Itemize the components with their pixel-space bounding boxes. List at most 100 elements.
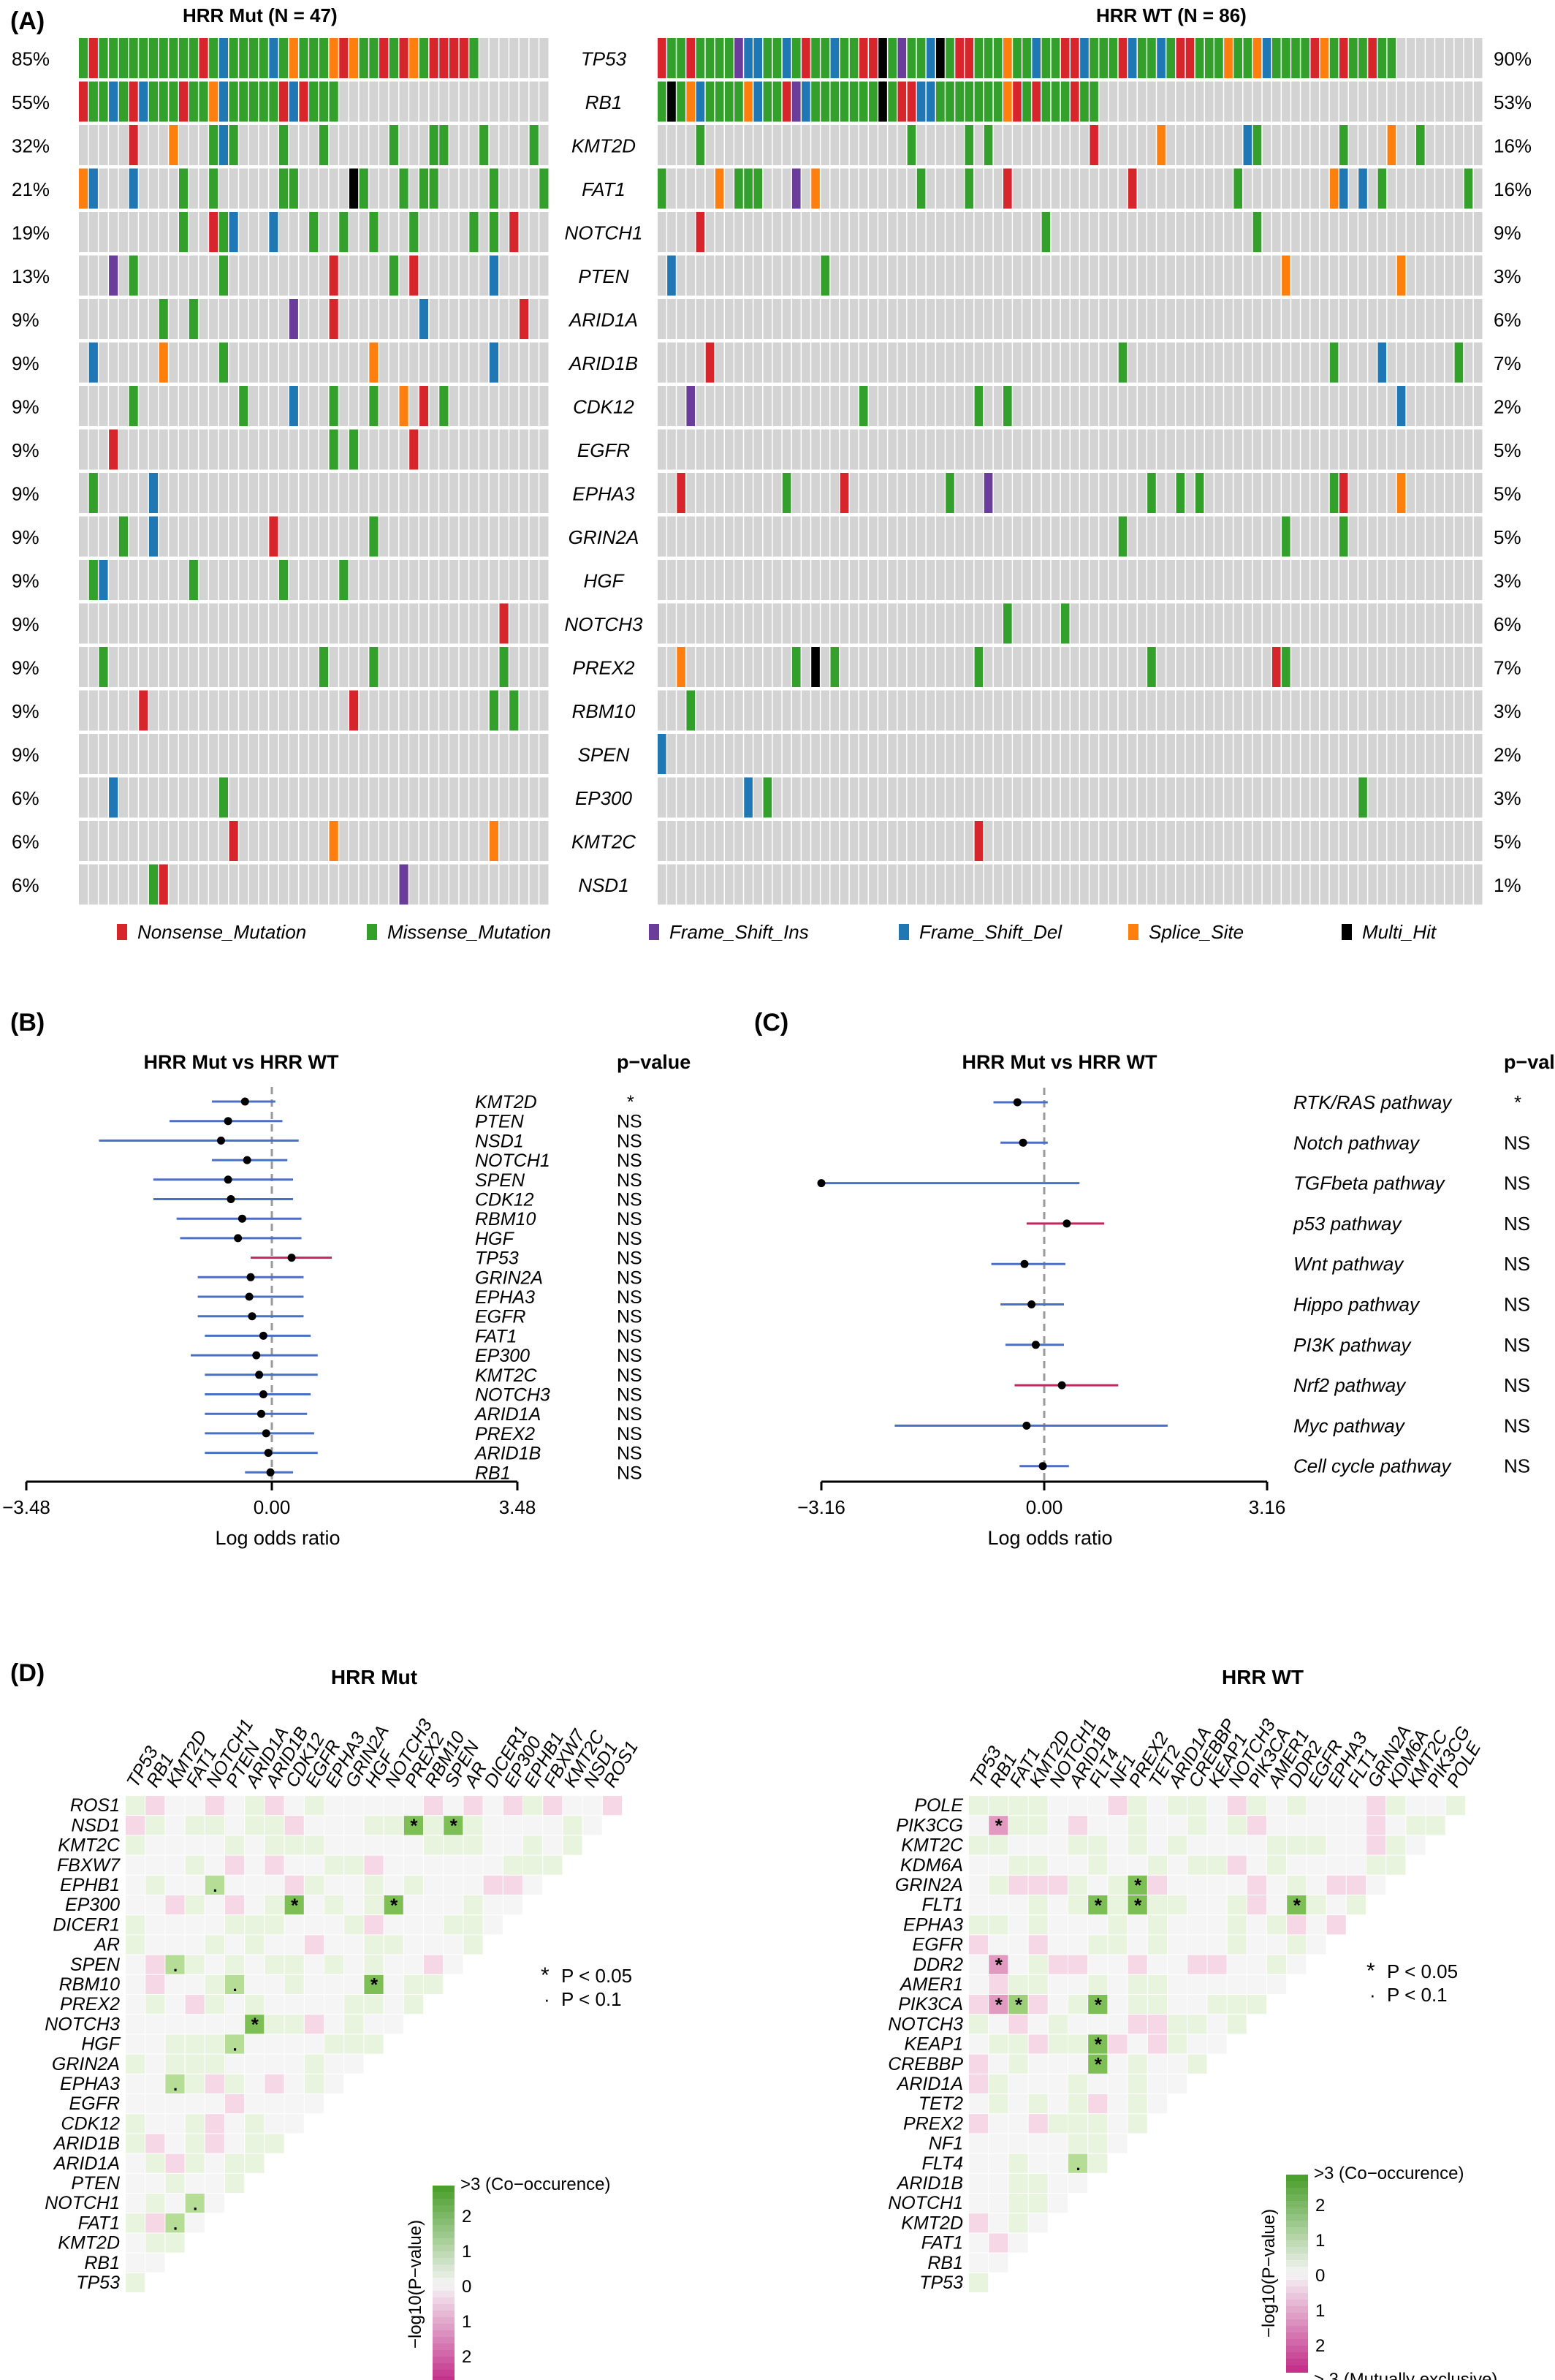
oncoplot-cell (1157, 168, 1166, 209)
forest-row-label: CDK12 (475, 1190, 534, 1210)
oncoplot-cell (389, 38, 398, 78)
oncoplot-cell (763, 212, 772, 252)
oncoplot-cell (1032, 560, 1041, 600)
oncoplot-cell (1377, 255, 1387, 296)
oncoplot-cell (1358, 734, 1367, 774)
oncoplot-cell (189, 560, 198, 600)
heatmap-cell (126, 1915, 145, 1935)
oncoplot-cell (1051, 429, 1060, 470)
heatmap-cell (1187, 1895, 1207, 1915)
oncoplot-cell (897, 821, 907, 861)
oncoplot-cell (289, 429, 298, 470)
forest-pvalue: NS (1504, 1213, 1530, 1235)
oncoplot-cell (1041, 81, 1051, 122)
oncoplot-cell (499, 212, 509, 252)
oncoplot-cell (1118, 777, 1128, 818)
oncoplot-cell (309, 38, 319, 78)
oncoplot-cell (349, 212, 359, 252)
oncoplot-cell (399, 647, 408, 687)
oncoplot-cell (129, 386, 138, 426)
oncoplot-cell (429, 734, 438, 774)
oncoplot-cell (802, 125, 810, 165)
heatmap-cell (1088, 1855, 1108, 1875)
heatmap-cell (1048, 2074, 1068, 2093)
oncoplot-cell (309, 81, 319, 122)
oncoplot-cell (248, 647, 259, 687)
oncoplot-cell (1157, 299, 1166, 339)
heatmap-cell (344, 1955, 364, 1974)
oncoplot-cell (1262, 777, 1271, 818)
oncoplot-cell (1445, 81, 1454, 122)
oncoplot-cell (439, 429, 449, 470)
oncoplot-cell (449, 473, 459, 513)
oncoplot-cell (489, 864, 498, 905)
oncoplot-cell (479, 516, 489, 557)
heatmap-cell (1008, 2114, 1028, 2134)
heatmap-cell (205, 2074, 224, 2093)
heatmap-cell (1128, 1935, 1147, 1955)
heatmap-cell (1267, 1835, 1287, 1855)
oncoplot-cell (753, 81, 763, 122)
oncoplot-cell (1454, 255, 1464, 296)
heatmap-cell (265, 2074, 284, 2093)
oncoplot-cell (1271, 473, 1281, 513)
oncoplot-cell (946, 342, 954, 383)
oncoplot-cell (449, 516, 459, 557)
heatmap-cell (1187, 1935, 1207, 1955)
estimate-point (1020, 1259, 1029, 1268)
oncoplot-cell (1387, 560, 1396, 600)
oncoplot-cell (359, 342, 368, 383)
oncoplot-cell (399, 386, 408, 426)
oncoplot-cell (1271, 603, 1281, 644)
oncoplot-cell (849, 864, 859, 905)
oncoplot-cell (993, 429, 1003, 470)
oncoplot-cell (1358, 38, 1367, 78)
oncoplot-cell (479, 255, 489, 296)
heatmap-cell (463, 1835, 483, 1855)
oncoplot-cell (309, 342, 319, 383)
oncoplot-cell (1185, 212, 1195, 252)
heatmap-title: HRR WT (1222, 1666, 1304, 1689)
oncoplot-cell (459, 386, 468, 426)
forest-pvalue: NS (617, 1346, 642, 1366)
oncoplot-cell (878, 560, 887, 600)
heatmap-cell (126, 2153, 145, 2173)
oncoplot-cell (279, 168, 289, 209)
oncoplot-cell (1137, 299, 1147, 339)
oncoplot-cell (349, 81, 359, 122)
oncoplot-cell (1271, 125, 1281, 165)
oncoplot-cell (772, 864, 782, 905)
oncoplot-cell (419, 560, 429, 600)
oncoplot-cell (715, 342, 724, 383)
heatmap-cell (1147, 2015, 1167, 2034)
oncoplot-cell (802, 821, 810, 861)
oncoplot-cell (379, 429, 389, 470)
oncoplot-cell (459, 603, 468, 644)
oncoplot-cell (897, 864, 907, 905)
pct-mut-label: 13% (12, 265, 50, 287)
heatmap-cell (1048, 1955, 1068, 1974)
oncoplot-cell (79, 125, 88, 165)
oncoplot-cell (1329, 38, 1339, 78)
pct-wt-label: 5% (1494, 831, 1521, 853)
colorbar-segment (433, 2205, 455, 2213)
oncoplot-cell (1252, 864, 1262, 905)
oncoplot-cell (259, 38, 268, 78)
oncoplot-cell (1252, 647, 1262, 687)
heatmap-row-label: TP53 (919, 2273, 963, 2293)
oncoplot-cell (109, 864, 118, 905)
oncoplot-cell (1320, 342, 1329, 383)
oncoplot-cell (686, 734, 696, 774)
heatmap-cell (324, 1875, 344, 1895)
oncoplot-cell (529, 734, 539, 774)
oncoplot-cell (1032, 734, 1041, 774)
oncoplot-cell (1416, 81, 1425, 122)
oncoplot-cell (811, 516, 820, 557)
oncoplot-cell (199, 560, 208, 600)
oncoplot-cell (840, 212, 849, 252)
oncoplot-cell (763, 516, 772, 557)
oncoplot-cell (1339, 168, 1348, 209)
oncoplot-cell (1204, 81, 1214, 122)
oncoplot-cell (319, 299, 329, 339)
oncoplot-cell (509, 516, 519, 557)
